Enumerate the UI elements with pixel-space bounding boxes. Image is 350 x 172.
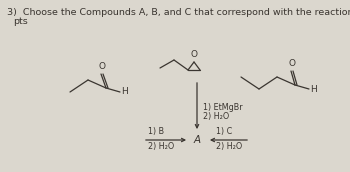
- Text: 1) B: 1) B: [148, 127, 164, 136]
- Text: 3)  Choose the Compounds A, B, and C that correspond with the reaction scheme be: 3) Choose the Compounds A, B, and C that…: [7, 8, 350, 17]
- Text: pts: pts: [13, 17, 28, 26]
- Text: O: O: [98, 62, 105, 71]
- Text: 2) H₂O: 2) H₂O: [203, 112, 229, 121]
- Text: O: O: [288, 59, 295, 68]
- Text: H: H: [121, 88, 128, 96]
- Text: O: O: [190, 50, 197, 59]
- Text: A: A: [194, 135, 201, 145]
- Text: 1) EtMgBr: 1) EtMgBr: [203, 103, 243, 112]
- Text: 1) C: 1) C: [216, 127, 232, 136]
- Text: H: H: [310, 84, 317, 94]
- Text: 2) H₂O: 2) H₂O: [216, 142, 242, 151]
- Text: 2) H₂O: 2) H₂O: [148, 142, 174, 151]
